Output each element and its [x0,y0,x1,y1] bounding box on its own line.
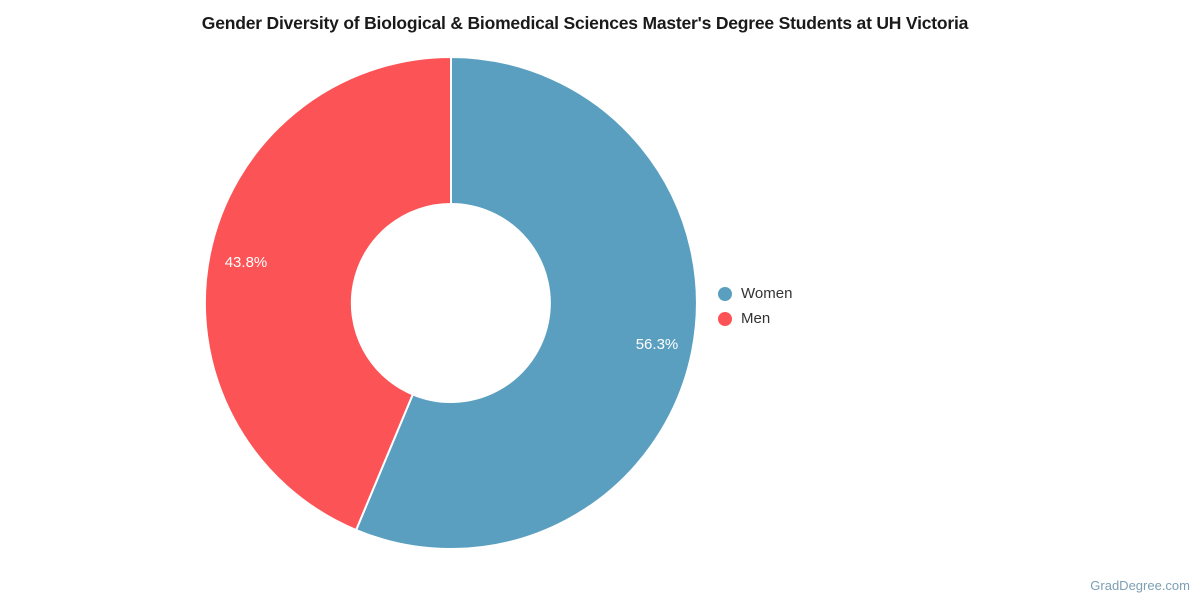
pie-slice-men[interactable] [203,56,452,531]
watermark-link[interactable]: GradDegree.com [1090,578,1190,593]
legend: Women Men [718,281,792,331]
pie-label-men: 43.8% [225,254,268,271]
legend-item-women[interactable]: Women [718,281,792,306]
legend-label-men: Men [741,310,771,327]
chart-title: Gender Diversity of Biological & Biomedi… [201,13,969,33]
legend-swatch-women-icon [718,286,732,301]
pie-label-women: 56.3% [636,336,679,353]
legend-item-men[interactable]: Men [718,306,792,331]
legend-swatch-men-icon [718,311,732,326]
legend-label-women: Women [741,285,793,302]
pie-slice-women[interactable] [355,56,698,550]
